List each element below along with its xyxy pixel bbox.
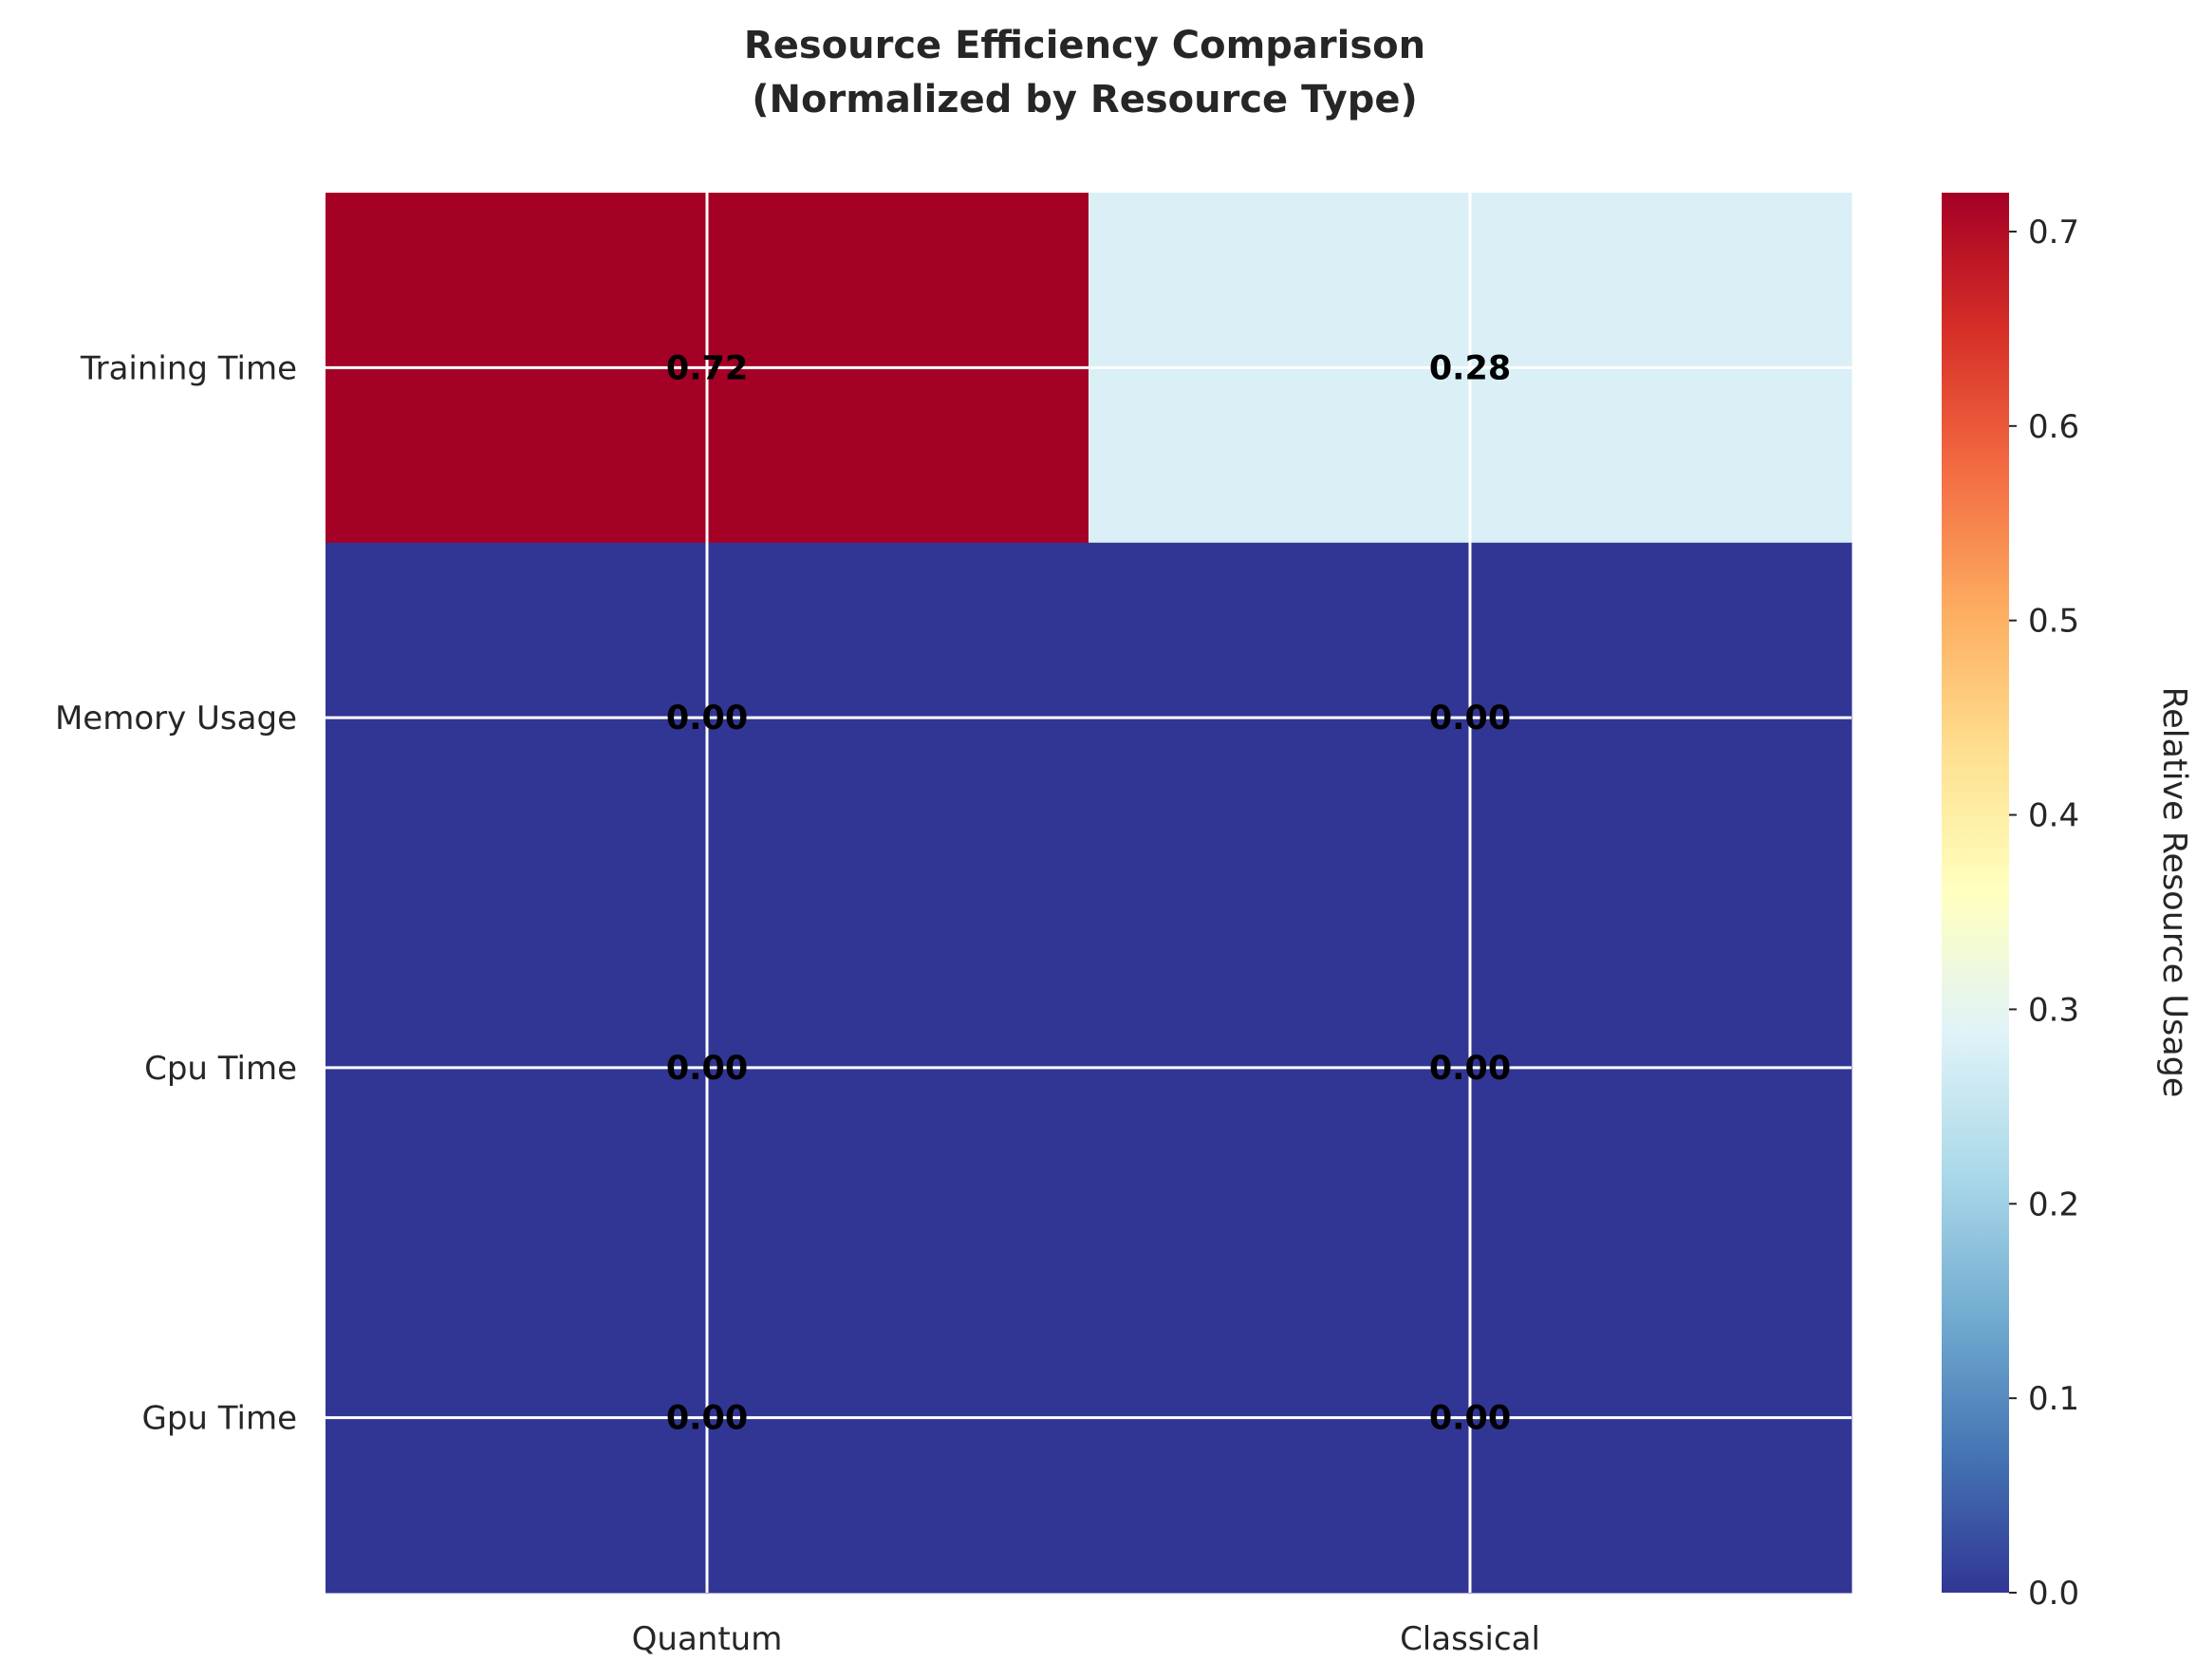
row-label: Training Time [80,349,297,387]
colorbar-ticks: 0.0 0.1 0.2 0.3 0.4 0.5 0.6 0.7 [2009,214,2079,1613]
cell-value-label: 0.00 [666,1400,748,1438]
heatmap-annotations: 0.72 0.28 0.00 0.00 0.00 0.00 0.00 0.00 [666,349,1511,1437]
colorbar-tick-label: 0.2 [2028,1185,2079,1223]
colorbar-tick-label: 0.0 [2028,1575,2079,1613]
cell-value-label: 0.00 [1429,1050,1511,1088]
chart-title-line-2: (Normalized by Resource Type) [752,78,1418,121]
colorbar-tick-label: 0.1 [2028,1380,2079,1418]
row-label: Memory Usage [55,700,297,737]
row-label: Gpu Time [142,1400,298,1438]
colorbar-tick-label: 0.3 [2028,991,2079,1029]
heatmap-gridlines [326,193,1852,1593]
heatmap-cells [326,193,1852,1594]
row-label: Cpu Time [144,1050,297,1088]
cell-value-label: 0.00 [666,1050,748,1088]
x-axis-tick-labels: Quantum Classical [632,1620,1540,1658]
colorbar-tick-label: 0.7 [2028,214,2079,252]
cell-value-label: 0.00 [1429,700,1511,737]
cell-value-label: 0.72 [666,349,748,387]
colorbar [1942,193,2009,1593]
column-label: Quantum [632,1620,783,1658]
y-axis-tick-labels: Training Time Memory Usage Cpu Time Gpu Tim… [55,349,297,1437]
cell-value-label: 0.28 [1429,349,1511,387]
cell-value-label: 0.00 [666,700,748,737]
colorbar-tick-label: 0.5 [2028,603,2079,641]
colorbar-tick-label: 0.4 [2028,797,2079,835]
colorbar-label: Relative Resource Usage [2155,687,2193,1098]
cell-value-label: 0.00 [1429,1400,1511,1438]
colorbar-tick-label: 0.6 [2028,408,2079,446]
chart-title-line-1: Resource Efficiency Comparison [744,24,1425,67]
column-label: Classical [1400,1620,1540,1658]
